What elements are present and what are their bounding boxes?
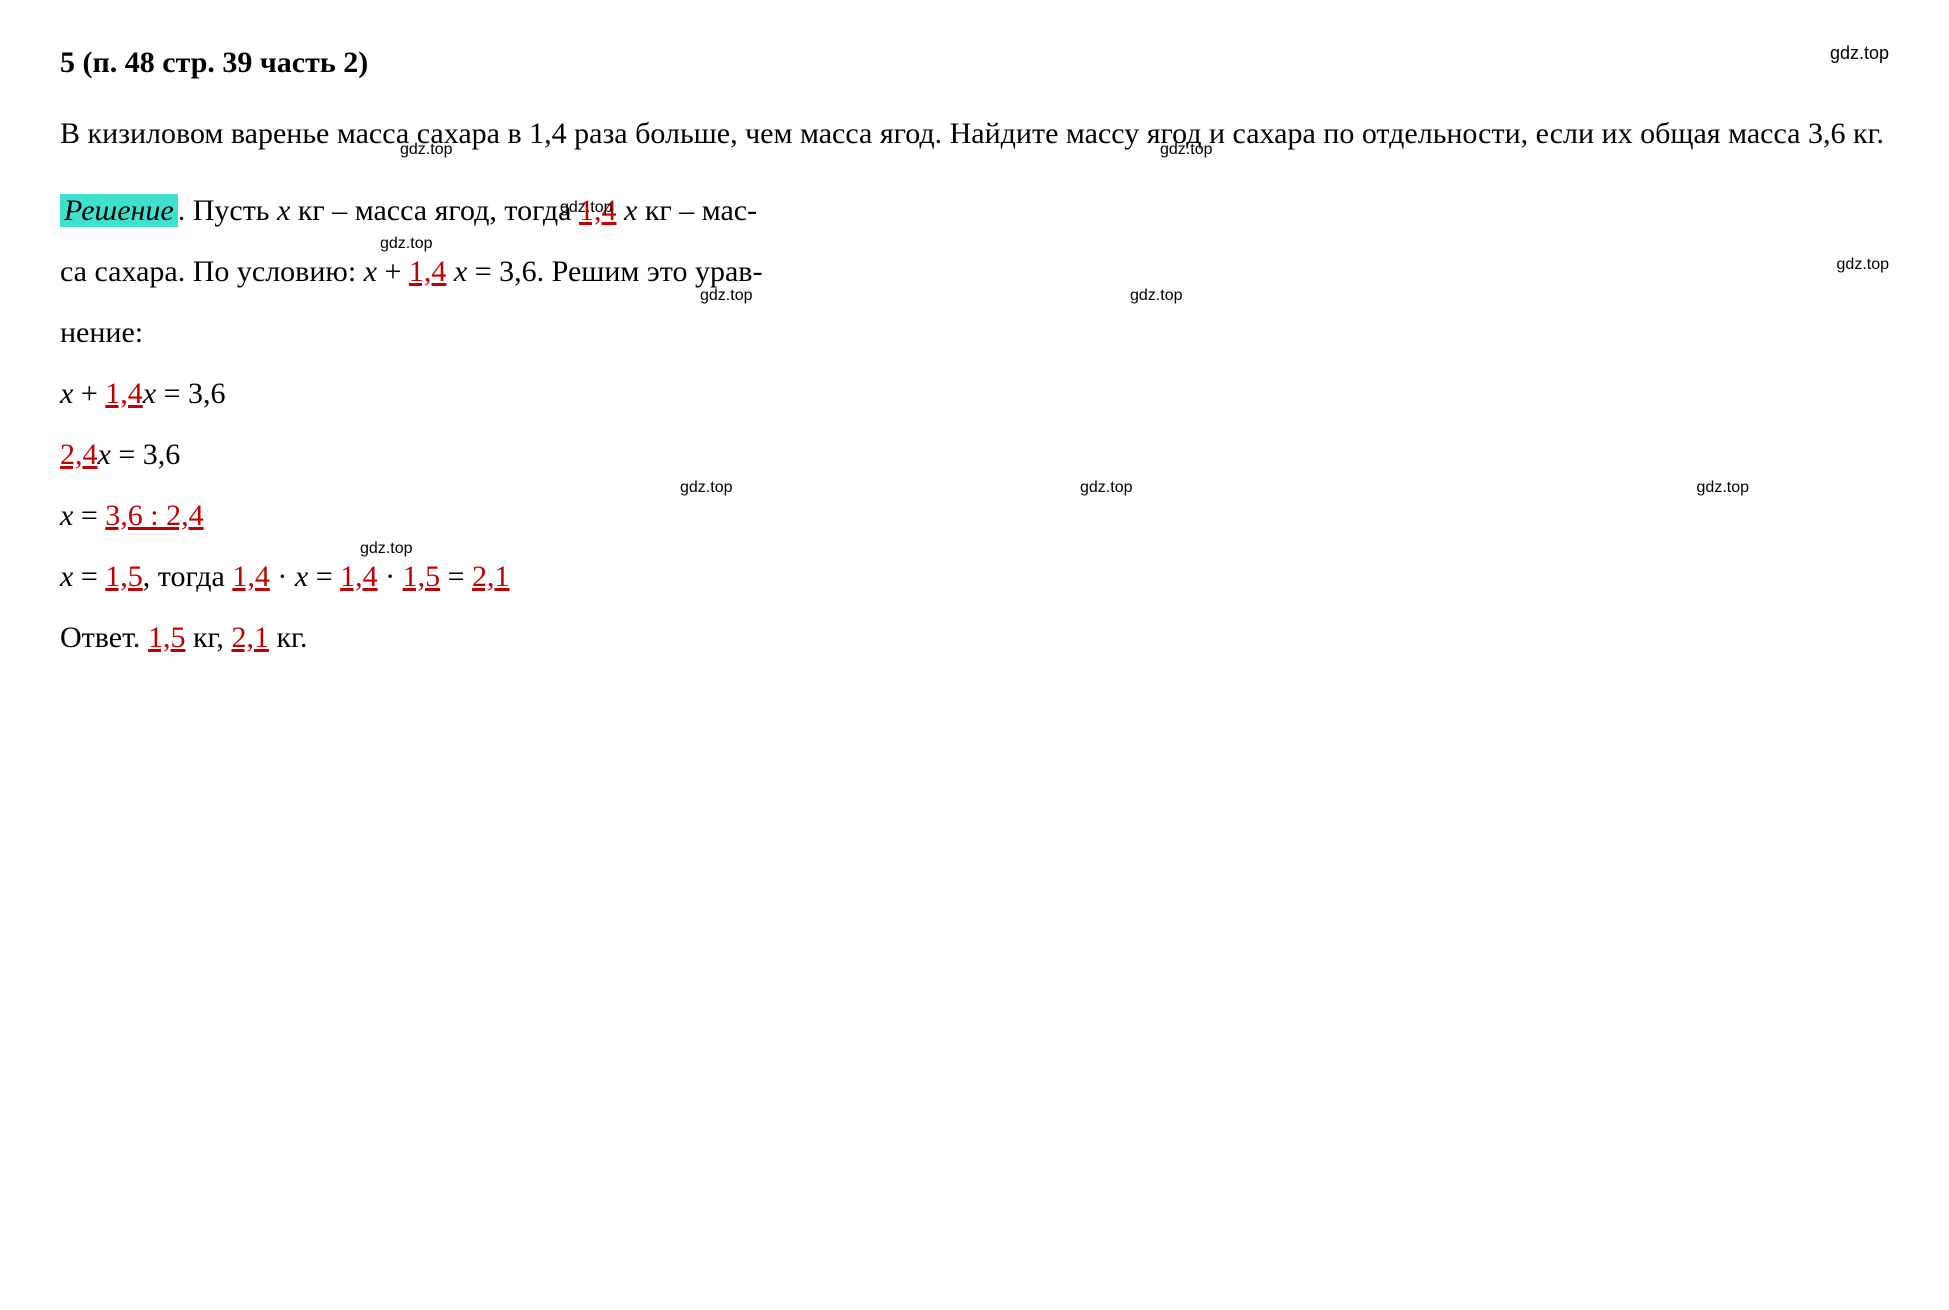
equation-3: gdz.top gdz.top gdz.top x = 3,6 : 2,4 xyxy=(60,487,1889,544)
value: 2,4 xyxy=(60,438,98,471)
value: 1,4 xyxy=(409,255,447,288)
watermark: gdz.top xyxy=(560,193,612,223)
value: 1,4 xyxy=(340,560,378,593)
text: кг – мас- xyxy=(637,194,757,227)
solution-line-2: gdz.top gdz.top gdz.top са сахара. По ус… xyxy=(60,243,1889,300)
value: 1,5 xyxy=(148,621,186,654)
text: кг. xyxy=(269,621,308,654)
text: са сахара. По условию: xyxy=(60,255,364,288)
variable-x: x xyxy=(277,194,290,227)
value: 1,4 xyxy=(232,560,270,593)
watermark: gdz.top xyxy=(680,473,732,503)
text: · xyxy=(270,560,295,593)
equation-4: gdz.top x = 1,5, тогда 1,4 · x = 1,4 · 1… xyxy=(60,548,1889,605)
text: = 3,6 xyxy=(156,377,225,410)
answer-line: Ответ. 1,5 кг, 2,1 кг. xyxy=(60,609,1889,666)
watermark: gdz.top xyxy=(700,281,752,311)
variable-x: x xyxy=(98,438,111,471)
answer-label: Ответ. xyxy=(60,621,148,654)
text: кг, xyxy=(185,621,231,654)
value: 2,1 xyxy=(231,621,269,654)
value: 1,5 xyxy=(105,560,143,593)
value: 1,5 xyxy=(403,560,441,593)
variable-x: x xyxy=(60,560,73,593)
watermark: gdz.top xyxy=(1080,473,1132,503)
watermark: gdz.top xyxy=(1837,250,1889,280)
text: + xyxy=(73,377,105,410)
variable-x: x xyxy=(624,194,637,227)
problem-text: В кизиловом варенье масса сахара в 1,4 р… xyxy=(60,117,1884,150)
variable-x: x xyxy=(60,499,73,532)
text: нение: xyxy=(60,316,143,349)
value: 3,6 : 2,4 xyxy=(105,499,203,532)
text: . Пусть xyxy=(178,194,277,227)
watermark: gdz.top xyxy=(360,534,412,564)
watermark: gdz.top xyxy=(400,135,452,165)
variable-x: x xyxy=(364,255,377,288)
text: · xyxy=(378,560,403,593)
text: = xyxy=(73,560,105,593)
watermark-top: gdz.top xyxy=(1830,40,1889,67)
text: кг – масса ягод, тогда xyxy=(290,194,579,227)
variable-x: x xyxy=(60,377,73,410)
value: 1,4 xyxy=(105,377,143,410)
equation-2: 2,4x = 3,6 xyxy=(60,426,1889,483)
solution-line-3: нение: xyxy=(60,304,1889,361)
value: 2,1 xyxy=(472,560,510,593)
text xyxy=(616,194,624,227)
problem-heading: 5 (п. 48 стр. 39 часть 2) gdz.top xyxy=(60,40,1889,85)
text: , тогда xyxy=(143,560,233,593)
solution-line-1: Решение. Пусть x кг – масса ягод, тогда … xyxy=(60,182,1889,239)
watermark: gdz.top xyxy=(1697,473,1749,503)
text: = xyxy=(308,560,340,593)
text: = 3,6 xyxy=(111,438,180,471)
equation-1: x + 1,4x = 3,6 xyxy=(60,365,1889,422)
watermark: gdz.top xyxy=(380,229,432,259)
variable-x: x xyxy=(143,377,156,410)
watermark: gdz.top xyxy=(1160,135,1212,165)
variable-x: x xyxy=(454,255,467,288)
heading-text: 5 (п. 48 стр. 39 часть 2) xyxy=(60,46,368,79)
watermark: gdz.top xyxy=(1130,281,1182,311)
problem-statement: gdz.top gdz.top gdz.top gdz.top В кизило… xyxy=(60,105,1889,162)
variable-x: x xyxy=(295,560,308,593)
text: = xyxy=(440,560,472,593)
text xyxy=(446,255,454,288)
text: = xyxy=(73,499,105,532)
solution-block: Решение. Пусть x кг – масса ягод, тогда … xyxy=(60,182,1889,666)
text: + xyxy=(377,255,409,288)
solution-label: Решение xyxy=(60,194,178,227)
